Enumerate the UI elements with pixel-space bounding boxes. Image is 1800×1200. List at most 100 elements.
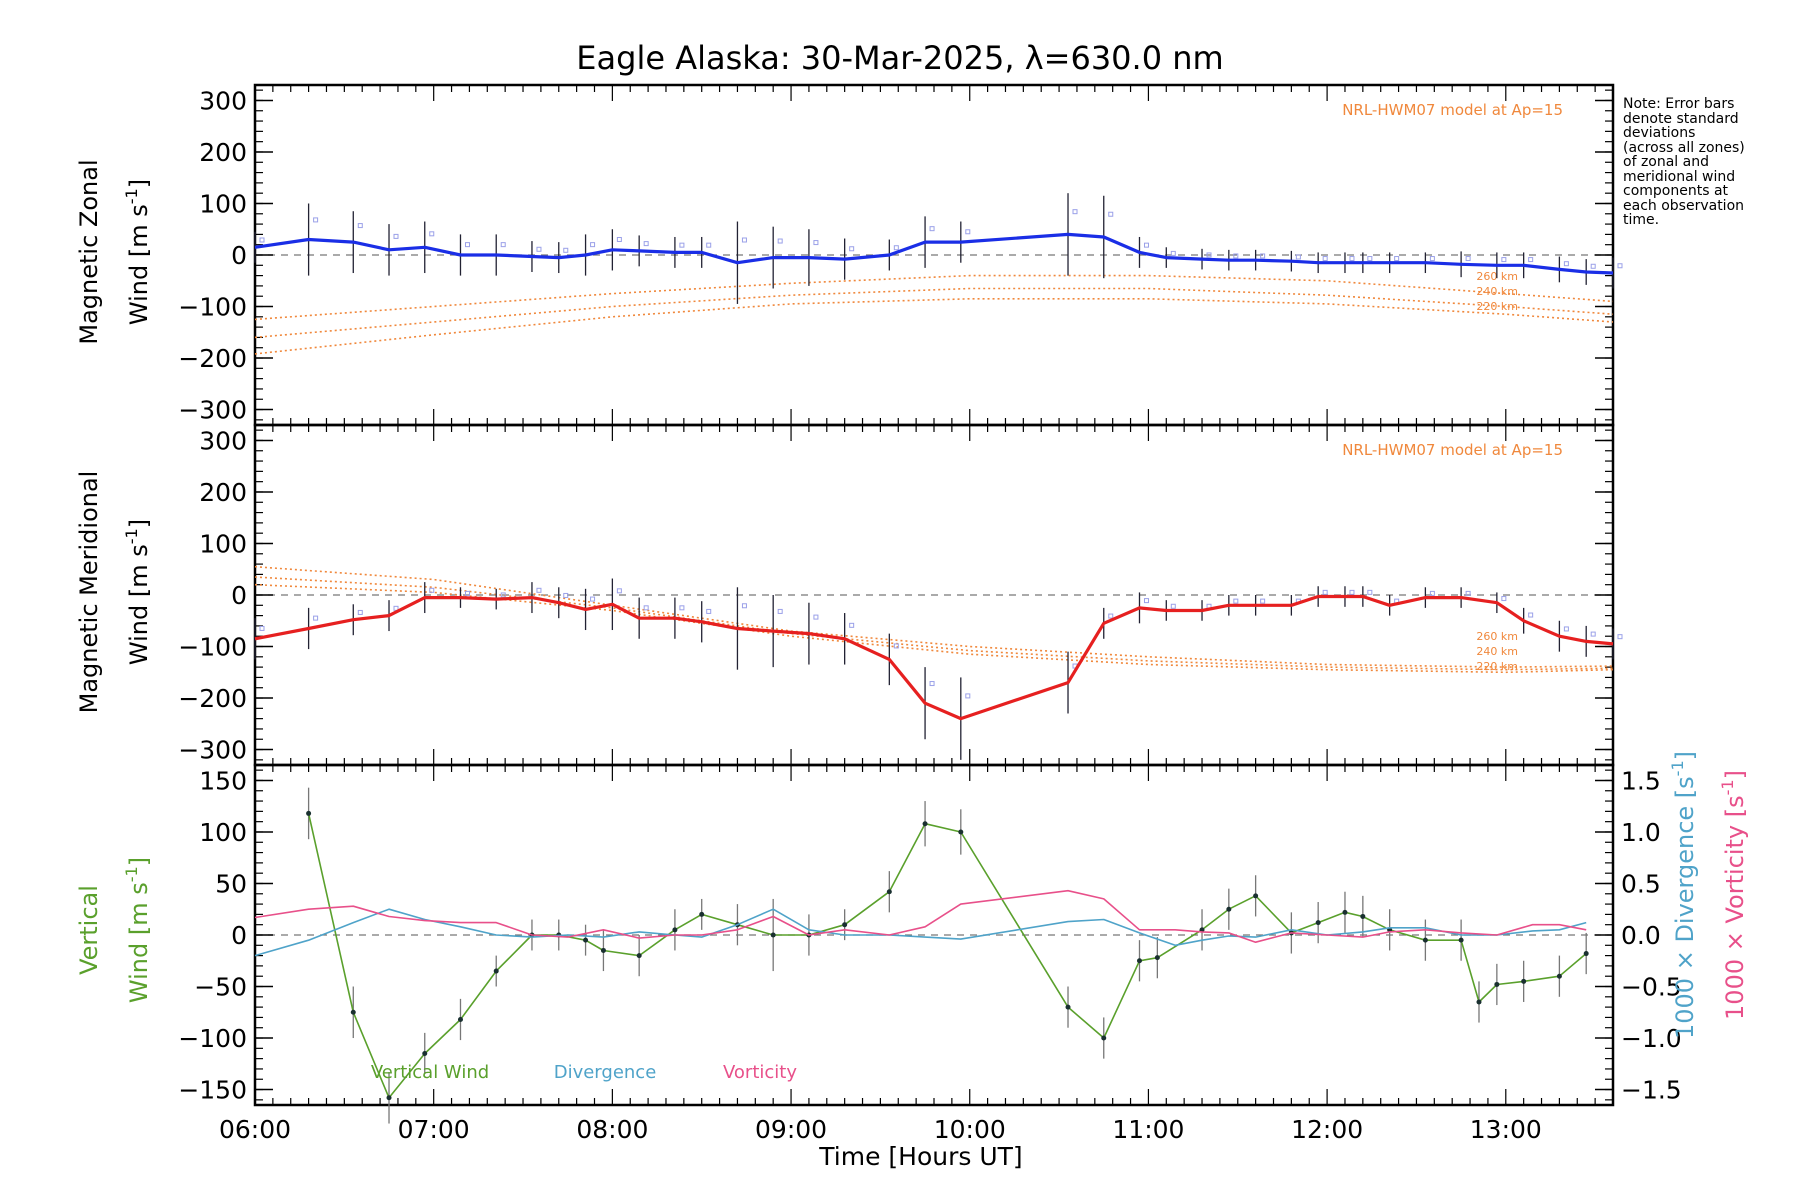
- zonal-zone-marker: [536, 246, 542, 252]
- x-tick-label: 12:00: [1291, 1115, 1363, 1144]
- vertical-point: [1065, 1004, 1071, 1010]
- chart-title: Eagle Alaska: 30-Mar-2025, λ=630.0 nm: [576, 39, 1223, 77]
- vertical-point: [1226, 906, 1232, 912]
- vertical-tick-label: −50: [194, 973, 247, 1002]
- meridional-zone-marker: [643, 605, 649, 611]
- zonal-zone-marker: [429, 231, 435, 237]
- vertical-point: [1101, 1035, 1107, 1041]
- meridional-tick-label: 0: [231, 581, 247, 610]
- zonal-model-curve: [254, 297, 1614, 355]
- vertical-point: [386, 1095, 392, 1101]
- vertical-point: [1556, 973, 1562, 979]
- right-tick-label: 1.0: [1621, 818, 1661, 847]
- zonal-zone-marker: [563, 247, 569, 253]
- note-line: meridional wind: [1623, 168, 1736, 185]
- meridional-ylabel-line1: Magnetic Meridional: [75, 471, 103, 714]
- zonal-tick-label: −300: [178, 396, 247, 425]
- meridional-zone-marker: [706, 608, 712, 614]
- meridional-zone-marker: [1322, 589, 1328, 595]
- legend-item: Vorticity: [723, 1062, 797, 1083]
- zonal-zone-marker: [1429, 256, 1435, 262]
- meridional-zone-marker: [849, 622, 855, 628]
- meridional-zone-marker: [1501, 596, 1507, 602]
- meridional-zone-marker: [813, 614, 819, 620]
- meridional-tick-label: −100: [178, 633, 247, 662]
- vertical-point: [886, 889, 892, 895]
- meridional-zone-marker: [536, 587, 542, 593]
- x-tick-label: 10:00: [934, 1115, 1006, 1144]
- meridional-zone-marker: [259, 625, 265, 631]
- vertical-ylabel-line2: Wind [m s-1]: [122, 857, 153, 1003]
- zonal-panel: 300 200 100 0 −100 −200 −300 NRL-HWM07 model at…: [178, 83, 1623, 427]
- vertical-point: [922, 821, 928, 827]
- vertical-point: [600, 947, 606, 953]
- meridional-zone-marker: [1108, 613, 1114, 619]
- zonal-zone-marker: [1233, 253, 1239, 259]
- meridional-tick-label: −300: [178, 736, 247, 765]
- meridional-series-magnetic-meridional-wind: [254, 594, 1614, 721]
- zonal-zone-marker: [643, 241, 649, 247]
- meridional-zone-marker: [1617, 634, 1623, 640]
- note-line: (across all zones): [1623, 139, 1745, 156]
- meridional-zone-marker: [464, 590, 470, 596]
- vertical-point: [958, 829, 964, 835]
- note-line: components at: [1623, 183, 1729, 199]
- meridional-zone-marker: [563, 592, 569, 598]
- meridional-zone-marker: [741, 603, 747, 609]
- meridional-zone-marker: [1170, 603, 1176, 609]
- meridional-zone-marker: [1590, 631, 1596, 637]
- zonal-zone-marker: [1349, 256, 1355, 262]
- zonal-model-curve: [254, 287, 1614, 339]
- meridional-zone-marker: [1233, 598, 1239, 604]
- meridional-zone-marker: [965, 693, 971, 699]
- meridional-zone-marker: [1143, 598, 1149, 604]
- vertical-point: [1521, 978, 1527, 984]
- x-tick-label: 08:00: [576, 1115, 648, 1144]
- vertical-series-divergence: [254, 908, 1587, 957]
- vorticity-ylabel: 1000 × Vorticity [s-1]: [1718, 770, 1749, 1020]
- vertical-point: [1476, 999, 1482, 1005]
- vertical-point: [1583, 951, 1589, 957]
- zonal-tick-label: 0: [231, 241, 247, 270]
- vertical-tick-label: −150: [178, 1076, 247, 1105]
- right-tick-label: 1.5: [1621, 766, 1661, 795]
- meridional-zone-marker: [679, 605, 685, 611]
- zonal-zone-marker: [1367, 256, 1373, 262]
- zonal-zone-marker: [1072, 209, 1078, 215]
- vertical-tick-label: 50: [215, 869, 247, 898]
- zonal-tick-label: −200: [178, 344, 247, 373]
- meridional-zone-marker: [1260, 598, 1266, 604]
- vertical-point: [457, 1016, 463, 1022]
- zonal-zone-marker: [1394, 256, 1400, 262]
- meridional-zone-marker: [1465, 590, 1471, 596]
- x-tick-label: 06:00: [219, 1115, 291, 1144]
- zonal-zone-marker: [393, 233, 399, 239]
- note-line: Note: Error bars: [1623, 96, 1735, 112]
- zonal-zone-marker: [1501, 257, 1507, 263]
- x-tick-label: 07:00: [398, 1115, 470, 1144]
- meridional-model-curve: [254, 583, 1614, 674]
- x-tick-label: 09:00: [755, 1115, 827, 1144]
- vertical-point: [1315, 920, 1321, 926]
- zonal-zone-marker: [590, 242, 596, 248]
- vertical-point: [1253, 893, 1259, 899]
- legend-item: Vertical Wind: [371, 1062, 489, 1083]
- zonal-zone-marker: [1590, 263, 1596, 269]
- zonal-zone-marker: [357, 223, 363, 229]
- meridional-model-altitude-label: 240 km: [1476, 645, 1518, 658]
- zonal-zone-marker: [893, 245, 899, 251]
- zonal-zone-marker: [679, 242, 685, 248]
- zonal-zone-marker: [1170, 250, 1176, 256]
- vertical-point: [1494, 981, 1500, 987]
- meridional-zone-marker: [357, 609, 363, 615]
- meridional-zone-marker: [313, 615, 319, 621]
- meridional-model-curve: [254, 565, 1614, 668]
- zonal-zone-marker: [259, 237, 265, 243]
- note-line: each observation: [1623, 197, 1745, 214]
- note-line: of zonal and: [1623, 154, 1709, 170]
- legend-item: Divergence: [554, 1062, 657, 1083]
- right-tick-label: 0.5: [1621, 869, 1661, 898]
- vertical-point: [699, 911, 705, 917]
- vertical-ylabel: Vertical Wind [m s-1] 1000 × Divergence …: [75, 751, 1749, 1039]
